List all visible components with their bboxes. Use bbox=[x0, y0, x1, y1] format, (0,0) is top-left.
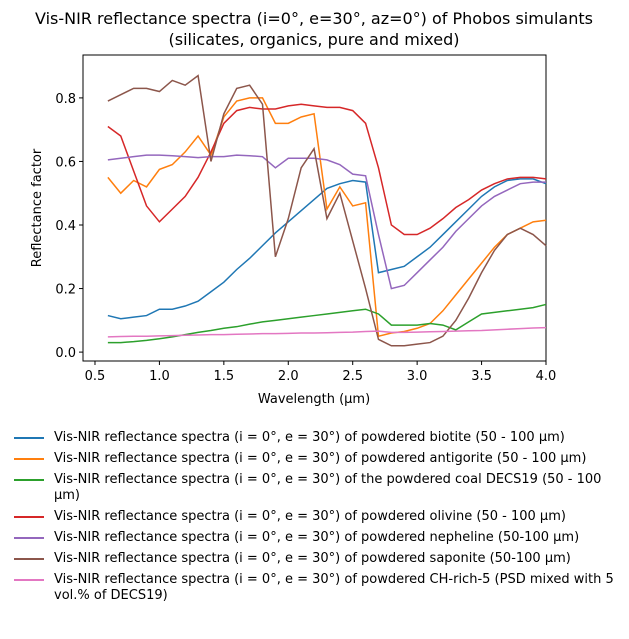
x-tick-label: 1.0 bbox=[149, 369, 170, 384]
legend-swatch bbox=[14, 558, 44, 560]
x-tick-label: 1.5 bbox=[214, 369, 235, 384]
legend-swatch bbox=[14, 458, 44, 460]
legend-item: Vis-NIR reflectance spectra (i = 0°, e =… bbox=[14, 509, 614, 525]
series-line bbox=[107, 303, 547, 344]
x-tick-label: 0.5 bbox=[85, 369, 106, 384]
legend-item: Vis-NIR reflectance spectra (i = 0°, e =… bbox=[14, 572, 614, 604]
legend-label: Vis-NIR reflectance spectra (i = 0°, e =… bbox=[54, 472, 602, 503]
legend-item: Vis-NIR reflectance spectra (i = 0°, e =… bbox=[14, 430, 614, 446]
plot-frame bbox=[82, 54, 547, 362]
legend-swatch bbox=[14, 516, 44, 518]
x-tick-label: 3.0 bbox=[407, 369, 428, 384]
y-tick-label: 0.6 bbox=[55, 155, 76, 170]
legend-label: Vis-NIR reflectance spectra (i = 0°, e =… bbox=[54, 530, 580, 545]
x-tick-label: 4.0 bbox=[536, 369, 557, 384]
legend-label: Vis-NIR reflectance spectra (i = 0°, e =… bbox=[54, 572, 614, 603]
series-line bbox=[107, 74, 547, 347]
series-line bbox=[107, 178, 547, 320]
legend-swatch bbox=[14, 579, 44, 581]
legend-item: Vis-NIR reflectance spectra (i = 0°, e =… bbox=[14, 551, 614, 567]
legend: Vis-NIR reflectance spectra (i = 0°, e =… bbox=[14, 430, 614, 609]
chart-title: Vis-NIR reflectance spectra (i=0°, e=30°… bbox=[35, 9, 593, 28]
x-axis-label: Wavelength (μm) bbox=[258, 392, 370, 407]
x-tick-label: 3.5 bbox=[471, 369, 492, 384]
y-tick-label: 0.2 bbox=[55, 283, 76, 298]
y-tick-label: 0.0 bbox=[55, 346, 76, 361]
x-tick-label: 2.0 bbox=[278, 369, 299, 384]
legend-item: Vis-NIR reflectance spectra (i = 0°, e =… bbox=[14, 530, 614, 546]
legend-item: Vis-NIR reflectance spectra (i = 0°, e =… bbox=[14, 451, 614, 467]
series-line bbox=[107, 326, 547, 338]
legend-label: Vis-NIR reflectance spectra (i = 0°, e =… bbox=[54, 430, 565, 445]
y-axis-label: Reflectance factor bbox=[30, 148, 45, 267]
legend-swatch bbox=[14, 479, 44, 481]
series-line bbox=[107, 103, 547, 236]
legend-swatch bbox=[14, 437, 44, 439]
legend-item: Vis-NIR reflectance spectra (i = 0°, e =… bbox=[14, 472, 614, 504]
y-tick-label: 0.4 bbox=[55, 219, 76, 234]
legend-label: Vis-NIR reflectance spectra (i = 0°, e =… bbox=[54, 551, 571, 566]
series-line bbox=[107, 154, 546, 290]
chart: Vis-NIR reflectance spectra (i=0°, e=30°… bbox=[30, 9, 593, 407]
chart-title: (silicates, organics, pure and mixed) bbox=[169, 30, 460, 49]
y-tick-label: 0.8 bbox=[55, 92, 76, 107]
legend-swatch bbox=[14, 537, 44, 539]
legend-label: Vis-NIR reflectance spectra (i = 0°, e =… bbox=[54, 509, 566, 524]
legend-label: Vis-NIR reflectance spectra (i = 0°, e =… bbox=[54, 451, 587, 466]
x-tick-label: 2.5 bbox=[342, 369, 363, 384]
